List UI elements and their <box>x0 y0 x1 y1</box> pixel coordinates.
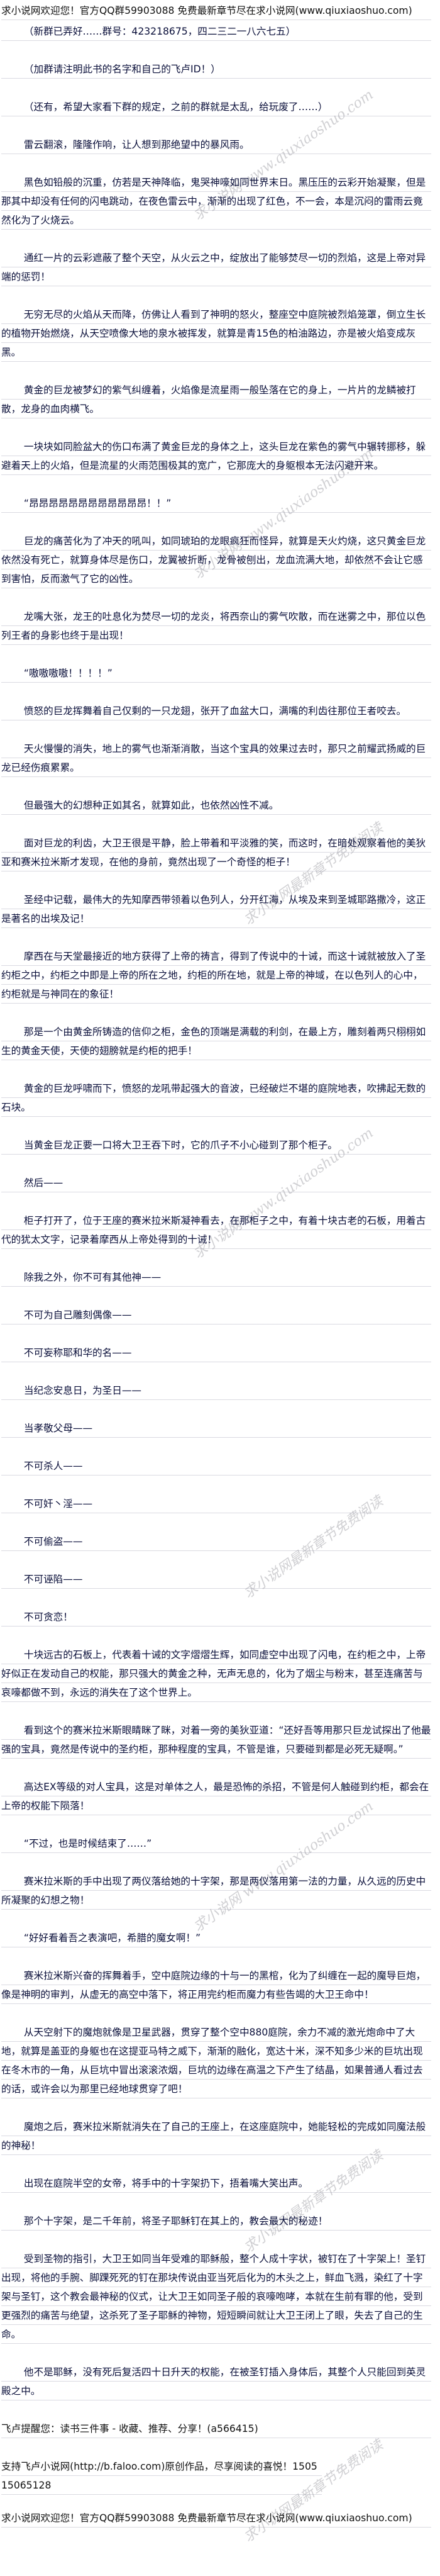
chapter-paragraph: “嗷嗷嗷嗷！！！！” <box>1 664 431 683</box>
chapter-paragraph: “昂昂昂昂昂昂昂昂昂昂昂昂！！” <box>1 494 431 513</box>
chapter-paragraph: （还有，希望大家看下群的规定，之前的群就是太乱，给玩废了……） <box>1 98 431 116</box>
chapter-paragraph: 从天空射下的魔炮就像是卫星武器，贯穿了整个空中880庭院，余力不减的激光炮命中了… <box>1 2023 431 2098</box>
chapter-paragraph: 除我之外，你不可有其他神—— <box>1 1268 431 1287</box>
chapter-paragraph: 巨龙的痛苦化为了冲天的吼叫，如同琥珀的龙眼疯狂而怪异，就算是天火灼烧，这只黄金巨… <box>1 532 431 588</box>
chapter-paragraph: “好好看着吾之表演吧，希腊的魔女啊！” <box>1 1929 431 1947</box>
chapter-paragraph: 柜子打开了，位于王座的赛米拉米斯凝神看去，在那柜子之中，有着十块古老的石板，用着… <box>1 1211 431 1249</box>
chapter-paragraph: 不可偷盗—— <box>1 1532 431 1551</box>
chapter-paragraph: 十块远古的石板上，代表着十诫的文字熠熠生辉，如同虚空中出现了闪电，在约柜之中，上… <box>1 1645 431 1702</box>
chapter-paragraph: 一块块如同脸盆大的伤口布满了黄金巨龙的身体之上，这头巨龙在紫色的雾气中辗转挪移，… <box>1 437 431 475</box>
faloo-reminder: 飞卢提醒您：读书三件事 - 收藏、推荐、分享！(a566415) <box>1 2419 431 2438</box>
chapter-paragraph: 当黄金巨龙正要一口将大卫王吞下时，它的爪子不小心碰到了那个柜子。 <box>1 1136 431 1155</box>
chapter-paragraph: （加群请注明此书的名字和自己的飞卢ID！） <box>1 60 431 79</box>
chapter-paragraph: 不可奸丶淫—— <box>1 1494 431 1513</box>
chapter-paragraph: 那个十字架，是二千年前，将圣子耶稣钉在其上的，教会最大的秘迹！ <box>1 2212 431 2231</box>
chapter-paragraph: 无穷无尽的火焰从天而降，仿佛让人看到了神明的怒火，整座空中庭院被烈焰笼罩，倒立生… <box>1 305 431 362</box>
chapter-paragraph: 出现在庭院半空的女帝，将手中的十字架扔下，捂着嘴大笑出声。 <box>1 2174 431 2193</box>
chapter-paragraph: 天火慢慢的消失，地上的雾气也渐渐消散，当这个宝具的效果过去时，那只之前耀武扬威的… <box>1 739 431 777</box>
chapter-paragraph: 圣经中记载，最伟大的先知摩西带领着以色列人，分开红海，从埃及来到圣城耶路撒冷，这… <box>1 890 431 928</box>
chapter-paragraph: 黄金的巨龙呼啸而下，愤怒的龙吼带起强大的音波，已经破烂不堪的庭院地表，吹拂起无数… <box>1 1079 431 1117</box>
chapter-paragraph: 愤怒的巨龙挥舞着自己仅剩的一只龙翅，张开了血盆大口，满嘴的利齿往那位王者咬去。 <box>1 702 431 720</box>
chapter-paragraph: 那是一个由黄金所铸造的信仰之柜，金色的顶端是满载的利剑，在最上方，雕刻着两只栩栩… <box>1 1022 431 1060</box>
faloo-support-notice: 支持飞卢小说网(http://b.faloo.com)原创作品，尽享阅读的喜悦！… <box>1 2457 322 2495</box>
site-header-banner: 求小说网欢迎您！官方QQ群59903088 免费最新章节尽在求小说网(www.q… <box>1 1 431 20</box>
chapter-paragraph: 面对巨龙的利齿，大卫王很是平静，脸上带着和平淡雅的笑，而这时，在暗处观察着他的美… <box>1 834 431 871</box>
chapter-paragraph: 不可诬陷—— <box>1 1570 431 1589</box>
chapter-paragraph: 当孝敬父母—— <box>1 1419 431 1438</box>
site-footer-banner: 求小说网欢迎您！官方QQ群59903088 免费最新章节尽在求小说网(www.q… <box>1 2509 431 2528</box>
chapter-paragraph: 龙嘴大张，龙王的吐息化为焚尽一切的龙炎，将西奈山的雾气吹散，而在迷雾之中，那位以… <box>1 607 431 645</box>
chapter-paragraph: 但最强大的幻想种正如其名，就算如此，也依然凶性不减。 <box>1 796 431 815</box>
chapter-paragraph: 雷云翻滚，隆隆作响，让人想到那绝望中的暴风雨。 <box>1 135 431 154</box>
chapter-paragraph: 当纪念安息日，为圣日—— <box>1 1381 431 1400</box>
chapter-paragraph: “不过，也是时候结束了……” <box>1 1834 431 1853</box>
chapter-paragraph: 然后—— <box>1 1173 431 1192</box>
chapter-paragraph: 不可为自己雕刻偶像—— <box>1 1306 431 1324</box>
chapter-paragraph: 摩西在与天堂最接近的地方获得了上帝的祷言，得到了传说中的十诫，而这十诫就被放入了… <box>1 947 431 1004</box>
chapter-paragraph: 魔炮之后，赛米拉米斯就消失在了自己的王座上，在这座庭院中，她能轻松的完成如同魔法… <box>1 2117 431 2155</box>
chapter-paragraph: 受到圣物的指引，大卫王如同当年受难的耶稣般，整个人成十字状，被钉在了十字架上！圣… <box>1 2249 431 2344</box>
chapter-paragraph: 黑色如铅般的沉重，仿若是天神降临，鬼哭神嚎如同世界末日。黑压压的云彩开始凝聚，但… <box>1 173 431 230</box>
chapter-paragraph: 黄金的巨龙被梦幻的紫气纠缠着，火焰像是流星雨一般坠落在它的身上，一片片的龙鳞被打… <box>1 381 431 418</box>
chapter-paragraph: 看到这个的赛米拉米斯眼睛眯了眯，对着一旁的美狄亚道：“还好吾等用那只巨龙试探出了… <box>1 1721 431 1759</box>
chapter-paragraph: 不可贪恋！ <box>1 1608 431 1627</box>
chapter-paragraph: 不可妄称耶和华的名—— <box>1 1343 431 1362</box>
chapter-paragraph: 高达EX等级的对人宝具，这是对单体之人，最是恐怖的杀招，不管是何人触碰到约柜，都… <box>1 1778 431 1815</box>
chapter-paragraph: 不可杀人—— <box>1 1457 431 1476</box>
chapter-paragraph: 赛米拉米斯的手中出现了两仪落给她的十字架，那是两仪落用第一法的力量，从久远的历史… <box>1 1872 431 1910</box>
chapter-paragraph: 他不是耶稣，没有死后复活四十日升天的权能，在被圣钉插入身体后，其整个人只能回到英… <box>1 2363 431 2400</box>
chapter-paragraph: （新群已弄好……群号：423218675，四二三二一八六七五） <box>1 22 431 41</box>
chapter-paragraph: 通红一片的云彩遮蔽了整个天空，从火云之中，绽放出了能够焚尽一切的烈焰，这是上帝对… <box>1 249 431 286</box>
chapter-paragraph: 赛米拉米斯兴奋的挥舞着手，空中庭院边缘的十与一的黑棺，化为了纠缠在一起的魔导巨炮… <box>1 1966 431 2004</box>
chapter-body: （新群已弄好……群号：423218675，四二三二一八六七五） （加群请注明此书的… <box>1 22 431 2400</box>
chapter-content: 求小说网欢迎您！官方QQ群59903088 免费最新章节尽在求小说网(www.q… <box>1 1 431 2528</box>
